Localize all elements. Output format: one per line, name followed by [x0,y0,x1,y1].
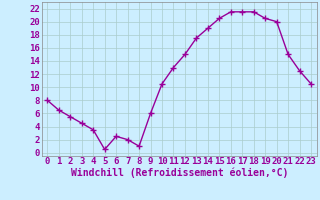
X-axis label: Windchill (Refroidissement éolien,°C): Windchill (Refroidissement éolien,°C) [70,168,288,178]
